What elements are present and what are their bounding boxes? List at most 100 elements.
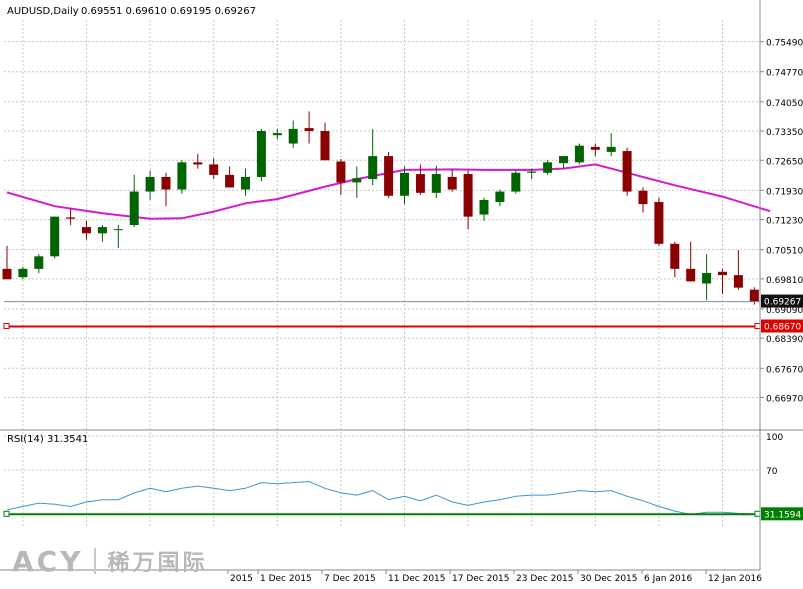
candle: [415, 164, 425, 195]
candle: [559, 156, 568, 169]
candle-body: [161, 176, 171, 190]
candle-body: [447, 176, 457, 190]
candle: [288, 120, 298, 148]
candle: [209, 158, 219, 180]
logo-latin-text: ACY: [12, 544, 84, 578]
candle-body: [622, 151, 632, 192]
candle-body: [18, 268, 28, 278]
y-tick-label: 0.75490: [766, 39, 803, 49]
candle-body: [272, 133, 282, 136]
candle-body: [686, 268, 696, 282]
candle-body: [129, 191, 139, 225]
candle-body: [400, 172, 409, 196]
candle: [352, 166, 362, 198]
alert-line-handle-right[interactable]: [754, 323, 761, 329]
candle-body: [670, 243, 680, 269]
candle-body: [590, 146, 600, 150]
candle-body: [2, 268, 12, 280]
rsi-tick-label: 100: [766, 433, 783, 443]
candle: [479, 197, 489, 221]
rsi-title: RSI(14) 31.3541: [7, 434, 88, 445]
candle: [543, 160, 553, 175]
candle: [304, 111, 314, 144]
y-tick-label: 0.67670: [766, 365, 803, 375]
candle-body: [749, 289, 759, 302]
candle: [384, 151, 394, 198]
candle: [511, 170, 521, 194]
y-tick-label: 0.69810: [766, 276, 803, 286]
candle-body: [654, 202, 664, 244]
x-tick-label: 6 Jan 2016: [644, 574, 692, 584]
moving-average-line: [6, 163, 771, 220]
y-tick-label: 0.71230: [766, 217, 803, 227]
candle: [654, 197, 664, 246]
y-tick-label: 0.73350: [766, 128, 803, 138]
candle-body: [479, 199, 489, 215]
candle-body: [256, 131, 266, 177]
candle: [145, 170, 155, 200]
candle-body: [82, 227, 91, 234]
candle: [686, 241, 696, 282]
candle: [336, 159, 346, 195]
candle-body: [527, 171, 537, 173]
candle: [463, 170, 473, 230]
alert-price-label: 0.68670: [764, 323, 801, 333]
y-tick-label: 0.74770: [766, 69, 803, 79]
candle: [702, 254, 712, 301]
candle-body: [113, 229, 123, 231]
alert-line-handle-left[interactable]: [3, 323, 10, 329]
last-price-label: 0.69267: [764, 298, 801, 308]
y-tick-label: 0.70510: [766, 247, 803, 257]
candle: [320, 122, 330, 161]
x-tick-label: 7 Dec 2015: [324, 574, 376, 584]
candle-body: [320, 131, 330, 161]
candle: [733, 250, 743, 290]
candle-body: [193, 162, 203, 165]
candle: [606, 133, 616, 157]
candle-body: [352, 178, 362, 183]
candle: [400, 166, 409, 205]
candle: [527, 168, 537, 180]
y-tick-label: 0.66970: [766, 395, 803, 405]
candle: [66, 208, 76, 225]
candle: [590, 143, 600, 157]
candle: [272, 128, 282, 140]
rsi-level-handle-left[interactable]: [3, 510, 10, 517]
x-tick-label: 23 Dec 2015: [516, 574, 574, 584]
candle-body: [241, 176, 250, 190]
candle-body: [495, 191, 505, 203]
candle: [161, 172, 171, 207]
candle: [2, 245, 12, 280]
x-tick-label: 17 Dec 2015: [452, 574, 510, 584]
candle: [670, 241, 680, 278]
candle: [225, 166, 235, 188]
candle: [50, 216, 60, 259]
candle: [97, 225, 107, 242]
candle-body: [415, 174, 425, 193]
logo-divider: [93, 548, 96, 574]
candle: [431, 165, 441, 198]
candle-body: [574, 145, 584, 163]
candle-body: [145, 176, 155, 192]
candle-body: [543, 162, 553, 173]
x-tick-label: 1 Dec 2015: [260, 574, 312, 584]
y-tick-label: 0.68390: [766, 335, 803, 345]
candle: [193, 153, 203, 169]
candle-body: [50, 216, 60, 257]
candle: [368, 128, 378, 186]
candle-body: [431, 174, 441, 193]
y-tick-label: 0.69090: [766, 306, 803, 316]
chart-title: AUDUSD,Daily: [7, 6, 79, 17]
candle-body: [368, 156, 378, 180]
candle: [638, 187, 648, 213]
candle: [34, 254, 44, 274]
candle-body: [718, 271, 727, 276]
candle-body: [511, 172, 521, 192]
rsi-line: [6, 480, 755, 516]
acy-logo: ACY 稀万国际: [12, 544, 208, 578]
rsi-level-handle-right[interactable]: [754, 510, 761, 517]
candle-body: [638, 190, 648, 205]
candle-body: [34, 256, 44, 269]
